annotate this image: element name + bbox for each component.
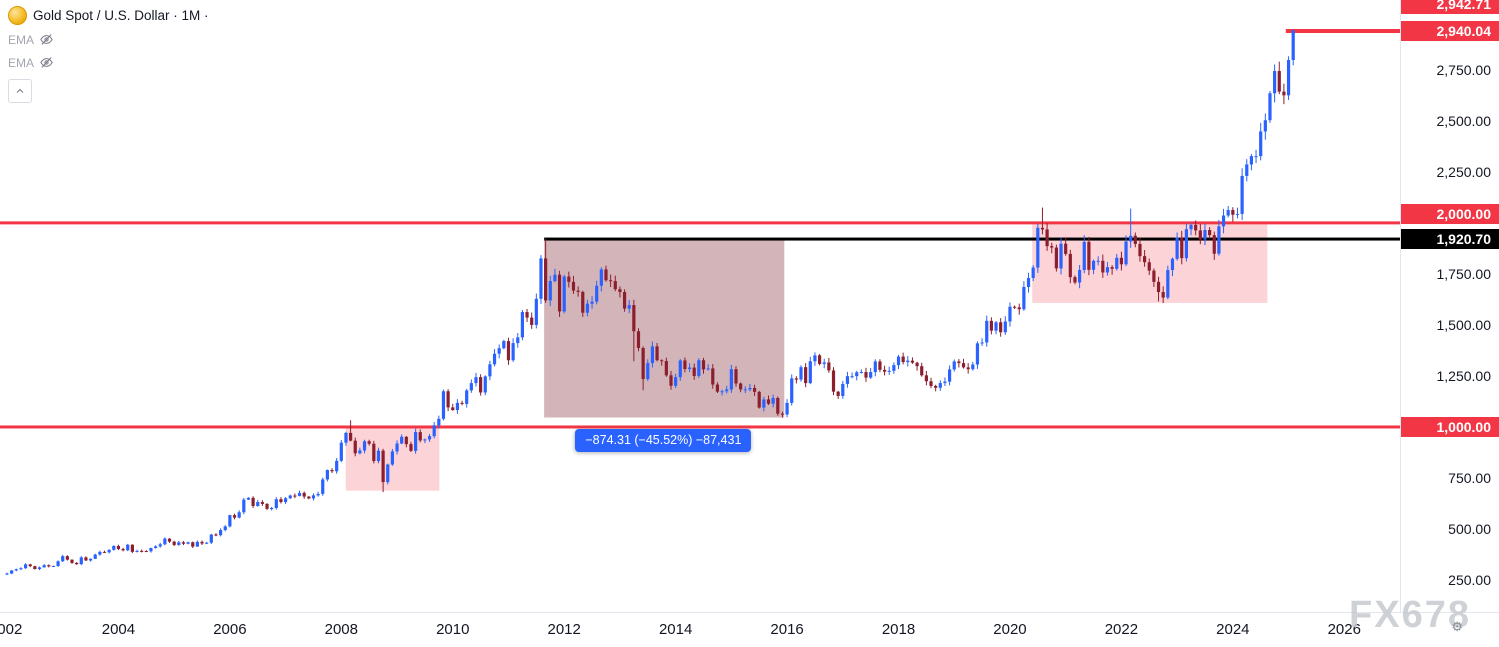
indicator-label: EMA — [8, 55, 35, 70]
time-tick-label: 2022 — [1104, 621, 1139, 638]
price-tick-label: 2,250.00 — [1436, 163, 1492, 180]
price-tick-label: 500.00 — [1448, 521, 1491, 538]
symbol-title: Gold Spot / U.S. Dollar · 1M · — [33, 8, 209, 23]
time-tick-label: 2014 — [658, 621, 693, 638]
axis-settings-gear-icon[interactable]: ⚙ — [1451, 619, 1463, 634]
indicator-row-ema-1[interactable]: EMA — [8, 31, 209, 48]
indicator-label: EMA — [8, 32, 35, 47]
collapse-legend-button[interactable] — [8, 79, 32, 103]
visibility-off-icon[interactable] — [39, 55, 54, 70]
time-tick-label: 2010 — [436, 621, 470, 638]
time-tick-label: 2020 — [993, 621, 1027, 638]
horizontal-line[interactable] — [0, 221, 1400, 225]
horizontal-line[interactable] — [544, 237, 1400, 241]
price-tick-label: 1,500.00 — [1436, 316, 1492, 333]
time-tick-label: 2006 — [213, 621, 247, 638]
price-tick-label: 1,250.00 — [1436, 367, 1492, 384]
time-axis[interactable]: 002 2004 2006 2008 2010 2012 2014 2016 2018 2020 2… — [0, 612, 1499, 647]
price-badge: 2,940.04 — [1401, 21, 1499, 41]
price-tick-label: 750.00 — [1448, 470, 1491, 486]
price-range-tooltip[interactable]: −874.31 (−45.52%) −87,431 — [575, 429, 752, 453]
chevron-up-icon — [16, 88, 24, 93]
time-tick-label: 2024 — [1216, 621, 1250, 638]
time-tick-label: 2026 — [1327, 621, 1361, 638]
price-tick-label: 2,750.00 — [1436, 61, 1492, 78]
watermark: FX678 — [1349, 594, 1471, 636]
time-tick-label: 2012 — [547, 621, 581, 638]
time-tick-label: 2008 — [324, 621, 358, 638]
time-tick-label: 2004 — [101, 621, 136, 638]
time-tick-label: 2018 — [881, 621, 916, 638]
price-badge: 2,000.00 — [1401, 203, 1499, 224]
price-tick-label: 250.00 — [1448, 572, 1491, 589]
horizontal-line[interactable] — [0, 425, 1400, 429]
time-tick-label: 2016 — [770, 621, 804, 638]
range-box[interactable] — [544, 239, 785, 418]
gold-coin-icon — [8, 6, 27, 25]
price-badge: 1,920.70 — [1401, 229, 1499, 250]
horizontal-line[interactable] — [1285, 29, 1400, 34]
price-tick-label: 1,750.00 — [1436, 265, 1492, 282]
time-tick-label: 002 — [0, 621, 23, 638]
indicator-row-ema-2[interactable]: EMA — [8, 54, 209, 71]
price-badge: 1,000.00 — [1401, 416, 1499, 437]
price-axis[interactable]: 2,750.00 2,500.00 2,250.00 1,750.00 1,500.00… — [1400, 0, 1499, 612]
price-badge: 2,942.71 — [1401, 0, 1499, 15]
chart-legend: Gold Spot / U.S. Dollar · 1M · EMA EMA — [8, 6, 209, 103]
visibility-off-icon[interactable] — [39, 32, 54, 47]
price-tick-label: 2,500.00 — [1436, 112, 1492, 129]
symbol-title-row[interactable]: Gold Spot / U.S. Dollar · 1M · — [8, 6, 209, 25]
candlestick-plot[interactable] — [0, 0, 1400, 612]
